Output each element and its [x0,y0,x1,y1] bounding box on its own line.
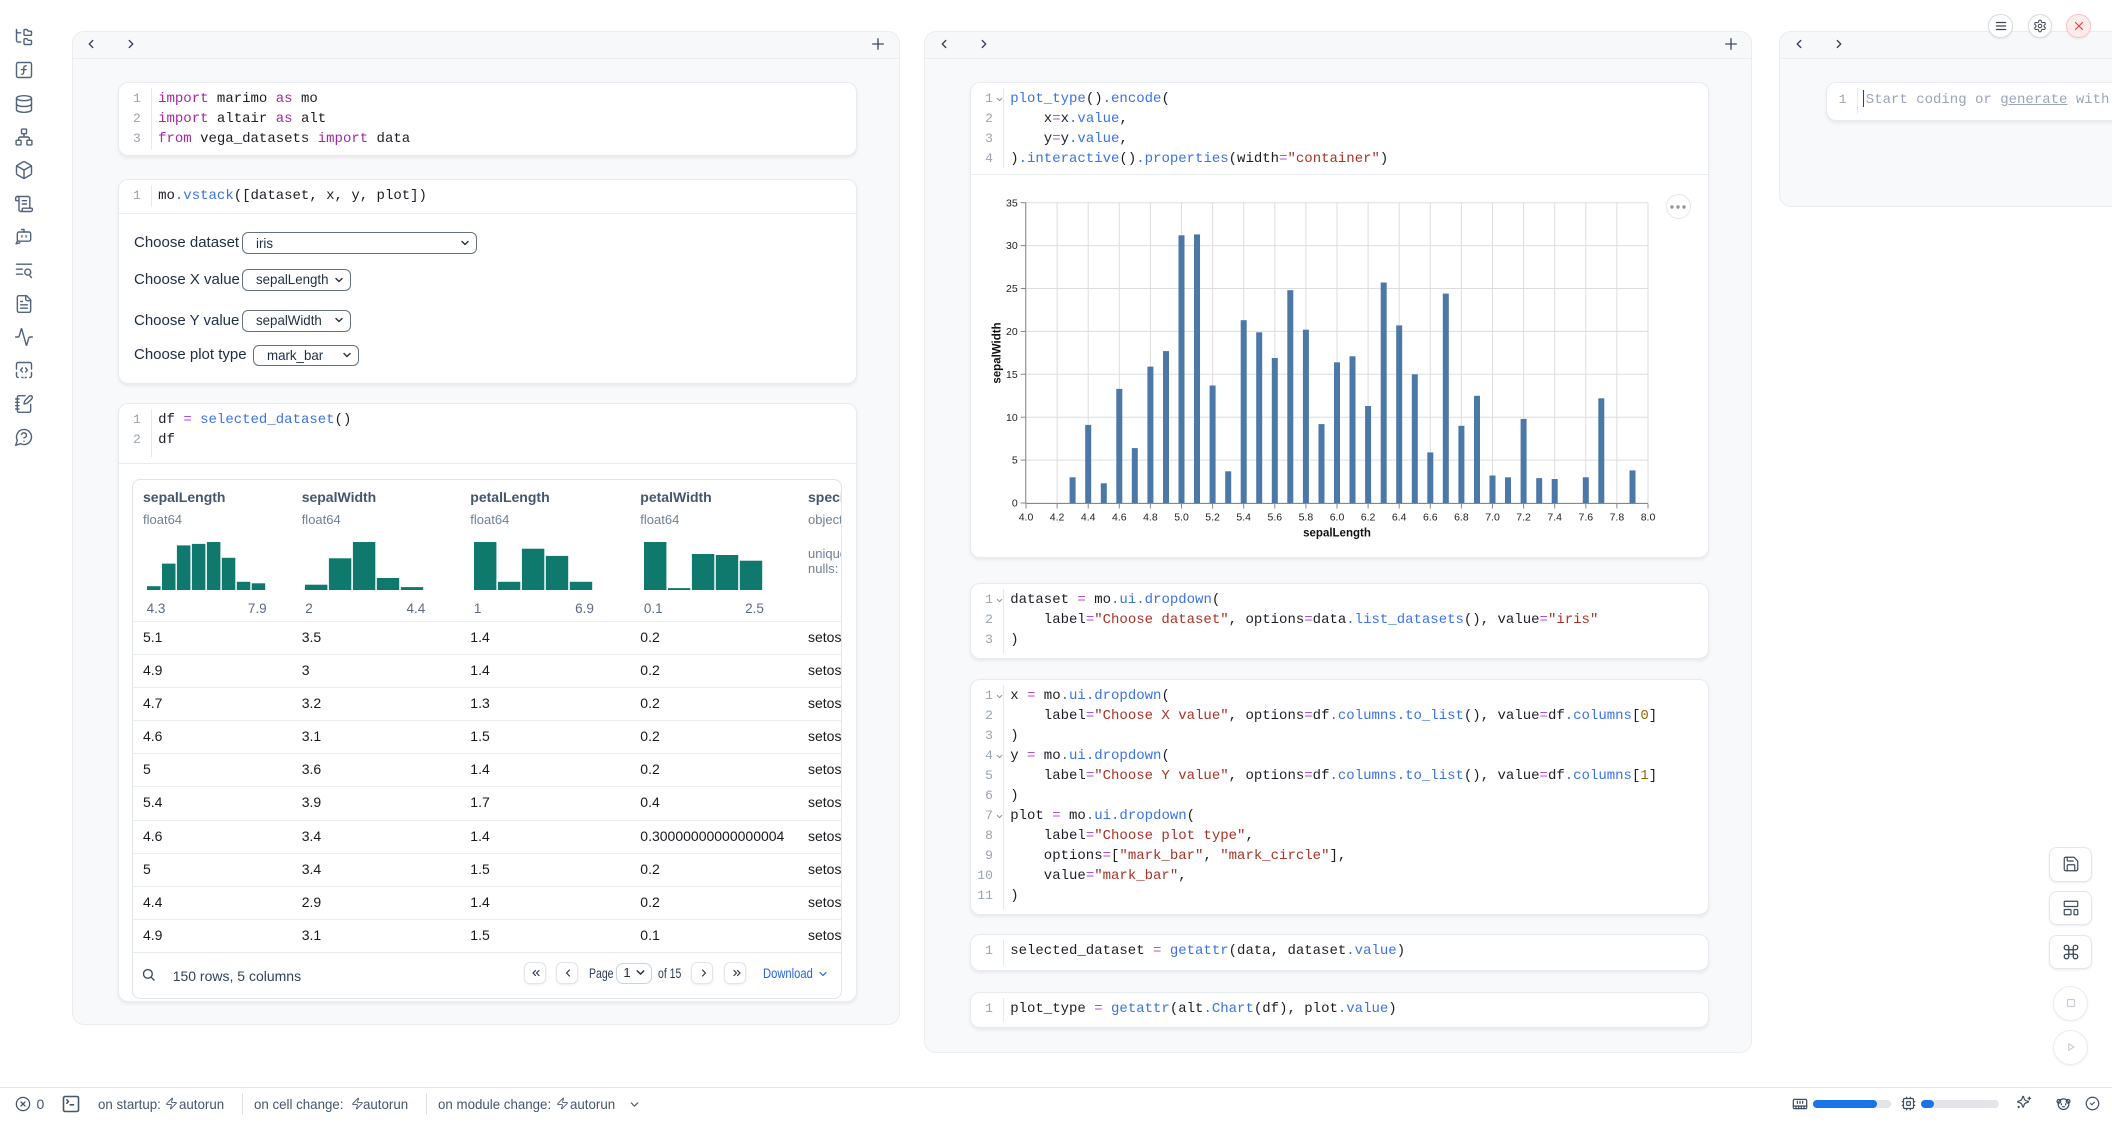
svg-text:5: 5 [1012,455,1018,467]
svg-text:5.2: 5.2 [1205,512,1220,524]
svg-text:0: 0 [1012,498,1018,510]
svg-text:6.4: 6.4 [1392,512,1407,524]
svg-text:4.6: 4.6 [1112,512,1127,524]
svg-text:6.6: 6.6 [1423,512,1438,524]
svg-text:5.4: 5.4 [1236,512,1251,524]
svg-text:5.0: 5.0 [1174,512,1189,524]
svg-text:15: 15 [1006,369,1018,381]
svg-text:5.6: 5.6 [1267,512,1282,524]
svg-text:7.0: 7.0 [1485,512,1500,524]
svg-text:sepalLength: sepalLength [1303,528,1371,540]
svg-text:8.0: 8.0 [1641,512,1656,524]
svg-text:7.4: 7.4 [1547,512,1562,524]
svg-text:30: 30 [1006,240,1018,252]
svg-text:5.8: 5.8 [1299,512,1314,524]
svg-text:6.8: 6.8 [1454,512,1469,524]
svg-text:4.2: 4.2 [1050,512,1065,524]
svg-text:6.2: 6.2 [1361,512,1376,524]
svg-text:7.2: 7.2 [1516,512,1531,524]
svg-text:20: 20 [1006,326,1018,338]
svg-text:7.6: 7.6 [1578,512,1593,524]
svg-text:4.8: 4.8 [1143,512,1158,524]
svg-text:10: 10 [1006,412,1018,424]
svg-text:4.4: 4.4 [1081,512,1096,524]
svg-text:7.8: 7.8 [1610,512,1625,524]
svg-text:6.0: 6.0 [1330,512,1345,524]
svg-text:sepalWidth: sepalWidth [992,322,1004,383]
svg-text:4.0: 4.0 [1019,512,1034,524]
svg-text:25: 25 [1006,283,1018,295]
svg-text:35: 35 [1006,197,1018,209]
